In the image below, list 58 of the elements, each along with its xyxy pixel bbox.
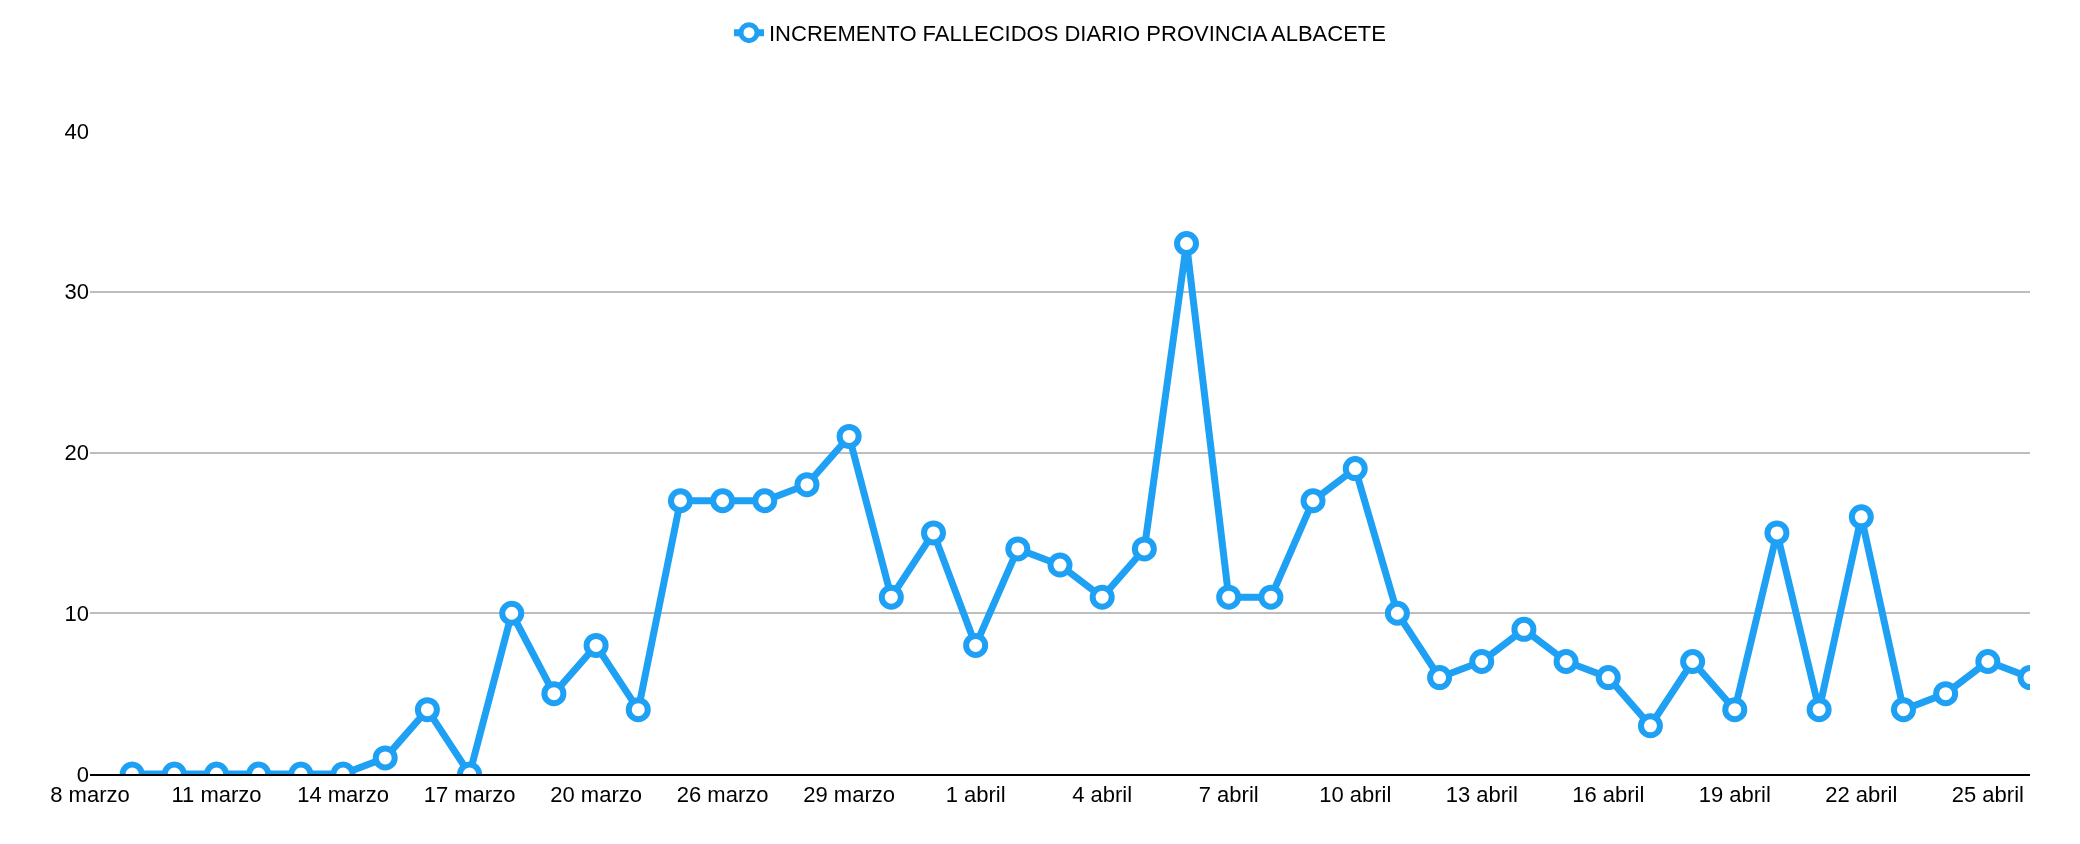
point	[1258, 584, 1284, 610]
y-tick-label: 20	[64, 440, 89, 466]
x-tick-label: 14 marzo	[297, 782, 389, 808]
x-tick-label: 1 abril	[945, 782, 1006, 808]
x-tick-label: 10 abril	[1319, 782, 1392, 808]
point	[499, 600, 525, 626]
point	[1806, 697, 1832, 723]
point	[1427, 665, 1453, 691]
point	[1469, 648, 1495, 674]
point	[1511, 616, 1537, 642]
point	[1216, 584, 1242, 610]
point	[878, 584, 904, 610]
point	[1890, 697, 1916, 723]
y-tick-label: 10	[64, 600, 89, 626]
point	[963, 632, 989, 658]
x-tick-label: 22 abril	[1825, 782, 1898, 808]
point	[1384, 600, 1410, 626]
x-tick-label: 16 abril	[1572, 782, 1645, 808]
point	[583, 632, 609, 658]
y-tick-label: 30	[64, 279, 89, 305]
point	[752, 488, 778, 514]
point	[1342, 456, 1368, 482]
point	[414, 697, 440, 723]
point	[1933, 681, 1959, 707]
x-tick-label: 19 abril	[1698, 782, 1771, 808]
x-tick-label: 4 abril	[1072, 782, 1133, 808]
point	[1637, 713, 1663, 739]
point	[625, 697, 651, 723]
point	[794, 472, 820, 498]
point	[1680, 648, 1706, 674]
point	[1089, 584, 1115, 610]
legend-label: INCREMENTO FALLECIDOS DIARIO PROVINCIA ALBACETE	[769, 21, 1386, 47]
x-tick-label: 29 marzo	[803, 782, 895, 808]
point	[920, 520, 946, 546]
x-tick-label: 13 abril	[1445, 782, 1518, 808]
point	[541, 681, 567, 707]
x-tick-label: 17 marzo	[423, 782, 516, 808]
point	[1764, 520, 1790, 546]
point	[1975, 648, 2001, 674]
x-tick-label: 26 marzo	[676, 782, 769, 808]
point	[1722, 697, 1748, 723]
point	[1300, 488, 1326, 514]
point	[1553, 648, 1579, 674]
x-tick-label: 25 abril	[1951, 782, 2024, 808]
point	[372, 745, 398, 771]
point	[710, 488, 736, 514]
point	[836, 423, 862, 449]
y-tick-label: 40	[64, 118, 89, 144]
point	[1174, 231, 1200, 257]
point	[1131, 536, 1157, 562]
point	[1047, 552, 1073, 578]
x-tick-label: 20 marzo	[550, 782, 642, 808]
x-tick-label: 11 marzo	[171, 782, 262, 808]
x-tick-label: 7 abril	[1198, 782, 1259, 808]
point	[667, 488, 693, 514]
point	[1848, 504, 1874, 530]
point	[1005, 536, 1031, 562]
point	[1595, 665, 1621, 691]
